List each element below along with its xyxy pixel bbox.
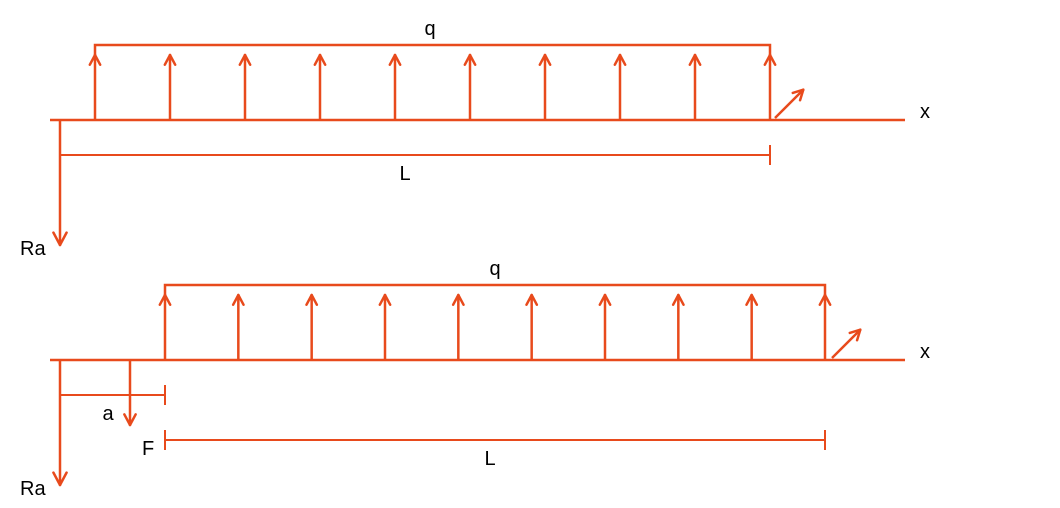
- dist-load-bracket: [95, 45, 770, 55]
- label-F: F: [142, 438, 154, 460]
- label-a: a: [102, 403, 114, 425]
- label-q: q: [489, 258, 500, 280]
- label-x-axis: x: [920, 341, 930, 363]
- tip-arrow: [775, 90, 803, 118]
- beam-1: [50, 45, 905, 245]
- label-q: q: [424, 18, 435, 40]
- label-L: L: [484, 448, 495, 470]
- beam-2: [50, 285, 905, 485]
- label-Ra: Ra: [20, 478, 46, 500]
- label-L: L: [399, 163, 410, 185]
- beam-diagrams: Ra q x L Ra Fq x La: [0, 0, 1060, 508]
- tip-arrow: [832, 330, 860, 358]
- label-x-axis: x: [920, 101, 930, 123]
- label-Ra: Ra: [20, 238, 46, 260]
- dist-load-bracket: [165, 285, 825, 295]
